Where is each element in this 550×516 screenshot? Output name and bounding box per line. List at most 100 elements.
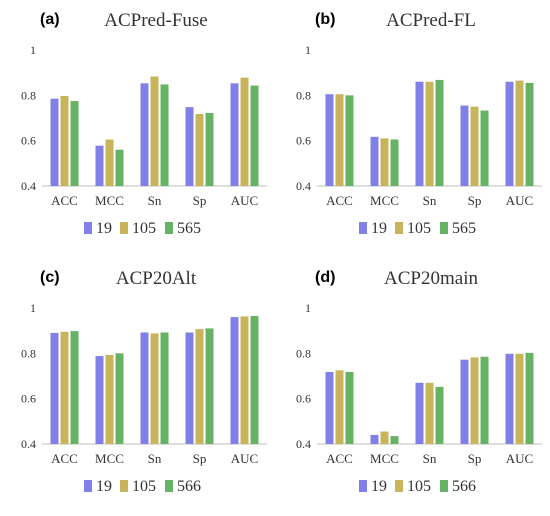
bar-sp-566 bbox=[205, 328, 214, 444]
bar-sp-105 bbox=[470, 106, 479, 186]
x-category-label: ACC bbox=[326, 451, 353, 466]
chart-b-svg: (b) ACPred-FL 0.4 0.6 0.8 1 ACC MCC Sn Sp AUC 19 105… bbox=[296, 10, 542, 237]
bar-auc-105 bbox=[240, 316, 249, 444]
bar-auc-19 bbox=[230, 317, 239, 444]
legend-swatch bbox=[165, 222, 173, 234]
bar-sp-565 bbox=[205, 113, 214, 186]
y-tick-label: 0.4 bbox=[296, 179, 311, 193]
bar-auc-19 bbox=[505, 81, 514, 186]
panel-letter: (c) bbox=[40, 269, 60, 286]
bar-sn-565 bbox=[160, 84, 169, 186]
bar-sp-19 bbox=[460, 105, 469, 186]
panel-letter: (b) bbox=[315, 11, 335, 28]
legend-label: 565 bbox=[177, 220, 201, 237]
legend-label: 566 bbox=[452, 478, 476, 495]
bar-sn-19 bbox=[140, 332, 149, 444]
panel-letter: (a) bbox=[40, 11, 60, 28]
x-category-label: MCC bbox=[370, 451, 399, 466]
bar-auc-566 bbox=[525, 352, 534, 444]
legend-label: 19 bbox=[371, 478, 387, 495]
bar-auc-566 bbox=[250, 315, 259, 444]
chart-c-svg: (c) ACP20Alt 0.4 0.6 0.8 1 ACC MCC Sn Sp AUC 19 105 5… bbox=[21, 268, 267, 495]
x-category-label: Sp bbox=[468, 193, 482, 208]
x-category-label: Sn bbox=[423, 451, 437, 466]
y-tick-label: 1 bbox=[30, 43, 36, 57]
y-tick-label: 0.6 bbox=[296, 134, 311, 148]
bar-sn-566 bbox=[435, 386, 444, 444]
panel-letter: (d) bbox=[315, 269, 335, 286]
bar-mcc-565 bbox=[390, 139, 399, 186]
bar-sn-105 bbox=[425, 81, 434, 186]
bar-sn-105 bbox=[150, 333, 159, 444]
chart-panel-b: (b) ACPred-FL 0.4 0.6 0.8 1 ACC MCC Sn Sp AUC 19 105… bbox=[275, 0, 550, 258]
bar-sn-105 bbox=[150, 76, 159, 186]
legend-swatch bbox=[440, 222, 448, 234]
bar-mcc-19 bbox=[370, 136, 379, 186]
y-tick-label: 1 bbox=[305, 43, 311, 57]
x-category-label: MCC bbox=[95, 193, 124, 208]
y-tick-label: 0.8 bbox=[21, 346, 36, 360]
bar-mcc-19 bbox=[95, 356, 104, 444]
bar-acc-19 bbox=[325, 94, 334, 186]
legend-swatch bbox=[359, 222, 367, 234]
bar-sp-19 bbox=[185, 107, 194, 186]
y-tick-label: 0.6 bbox=[21, 134, 36, 148]
bar-sp-19 bbox=[460, 359, 469, 444]
legend-swatch bbox=[395, 222, 403, 234]
bar-mcc-565 bbox=[115, 149, 124, 186]
chart-title: ACP20main bbox=[384, 268, 478, 289]
x-category-label: MCC bbox=[95, 451, 124, 466]
x-category-label: AUC bbox=[231, 193, 258, 208]
legend-swatch bbox=[440, 480, 448, 492]
x-category-label: AUC bbox=[506, 193, 533, 208]
y-tick-label: 0.4 bbox=[21, 437, 36, 451]
bar-sp-105 bbox=[195, 113, 204, 186]
y-tick-label: 0.4 bbox=[296, 437, 311, 451]
bar-mcc-105 bbox=[105, 139, 114, 186]
y-tick-label: 0.6 bbox=[296, 392, 311, 406]
bar-auc-105 bbox=[240, 77, 249, 186]
bar-auc-19 bbox=[505, 353, 514, 444]
bar-auc-105 bbox=[515, 80, 524, 186]
bar-acc-105 bbox=[335, 94, 344, 186]
y-tick-label: 0.8 bbox=[21, 88, 36, 102]
bar-acc-565 bbox=[345, 95, 354, 186]
bar-acc-105 bbox=[335, 370, 344, 444]
legend-label: 566 bbox=[177, 478, 201, 495]
y-tick-label: 0.6 bbox=[21, 392, 36, 406]
bar-mcc-105 bbox=[105, 354, 114, 444]
y-tick-label: 0.4 bbox=[21, 179, 36, 193]
legend-label: 105 bbox=[407, 220, 431, 237]
bar-acc-565 bbox=[70, 101, 79, 186]
bar-auc-105 bbox=[515, 353, 524, 444]
y-tick-label: 0.8 bbox=[296, 88, 311, 102]
chart-panel-a: (a) ACPred-Fuse 0.4 0.6 0.8 1 ACC MCC Sn Sp AUC 19 1… bbox=[0, 0, 275, 258]
chart-panel-c: (c) ACP20Alt 0.4 0.6 0.8 1 ACC MCC Sn Sp AUC 19 105 5… bbox=[0, 258, 275, 516]
legend-label: 565 bbox=[452, 220, 476, 237]
chart-panel-d: (d) ACP20main 0.4 0.6 0.8 1 ACC MCC Sn Sp AUC 19 105… bbox=[275, 258, 550, 516]
bar-sp-19 bbox=[185, 332, 194, 444]
x-category-label: Sn bbox=[423, 193, 437, 208]
bar-auc-565 bbox=[525, 82, 534, 186]
bar-acc-566 bbox=[345, 371, 354, 444]
bar-mcc-105 bbox=[380, 431, 389, 444]
bar-acc-19 bbox=[50, 98, 59, 186]
chart-title: ACPred-Fuse bbox=[104, 10, 207, 31]
bar-sp-105 bbox=[195, 329, 204, 444]
legend-swatch bbox=[120, 480, 128, 492]
legend-label: 19 bbox=[96, 220, 112, 237]
bar-mcc-19 bbox=[370, 434, 379, 444]
y-tick-label: 1 bbox=[305, 301, 311, 315]
x-category-label: Sn bbox=[148, 451, 162, 466]
x-category-label: Sn bbox=[148, 193, 162, 208]
x-category-label: ACC bbox=[51, 451, 78, 466]
bar-mcc-566 bbox=[390, 436, 399, 444]
y-tick-label: 1 bbox=[30, 301, 36, 315]
chart-d-svg: (d) ACP20main 0.4 0.6 0.8 1 ACC MCC Sn Sp AUC 19 105… bbox=[296, 268, 542, 495]
bar-mcc-566 bbox=[115, 353, 124, 444]
legend-swatch bbox=[120, 222, 128, 234]
legend-label: 19 bbox=[96, 478, 112, 495]
bar-acc-105 bbox=[60, 331, 69, 444]
bar-sp-105 bbox=[470, 357, 479, 444]
bar-mcc-19 bbox=[95, 145, 104, 186]
